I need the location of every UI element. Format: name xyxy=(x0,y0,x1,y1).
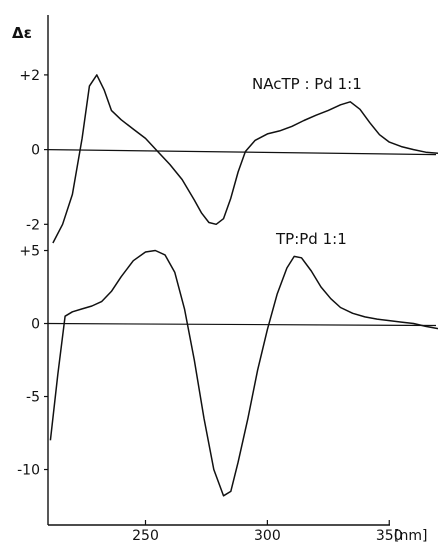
top-y-tick-label: +2 xyxy=(19,68,40,84)
x-tick-label: 250 xyxy=(132,528,159,543)
x-tick-label: 350 xyxy=(376,528,403,543)
top-zero-line xyxy=(47,149,437,156)
bottom-zero-line xyxy=(47,322,437,327)
top-y-tick-label: 0 xyxy=(31,143,40,159)
nactp-pd-curve xyxy=(52,74,438,244)
x-ticks: 250 300 350 xyxy=(132,520,403,543)
top-y-tick-label: -2 xyxy=(26,217,40,233)
bottom-y-tick-label: +5 xyxy=(19,244,40,260)
x-tick-label: 300 xyxy=(254,528,281,543)
top-panel-title: NAcTP : Pd 1:1 xyxy=(252,75,362,93)
bottom-y-tick-label: -10 xyxy=(17,463,40,479)
bottom-panel-ticks: +5 0 -5 -10 xyxy=(17,244,48,479)
y-axis-label: Δε xyxy=(12,24,32,42)
curves xyxy=(49,74,438,497)
bottom-y-tick-label: -5 xyxy=(26,390,40,406)
top-panel-ticks: +2 0 -2 xyxy=(19,68,48,233)
x-axis-label: [nm] xyxy=(394,528,427,543)
tp-pd-curve xyxy=(49,249,438,497)
bottom-panel-title: TP:Pd 1:1 xyxy=(275,230,347,248)
bottom-y-tick-label: 0 xyxy=(31,317,40,333)
zero-lines xyxy=(47,149,437,327)
